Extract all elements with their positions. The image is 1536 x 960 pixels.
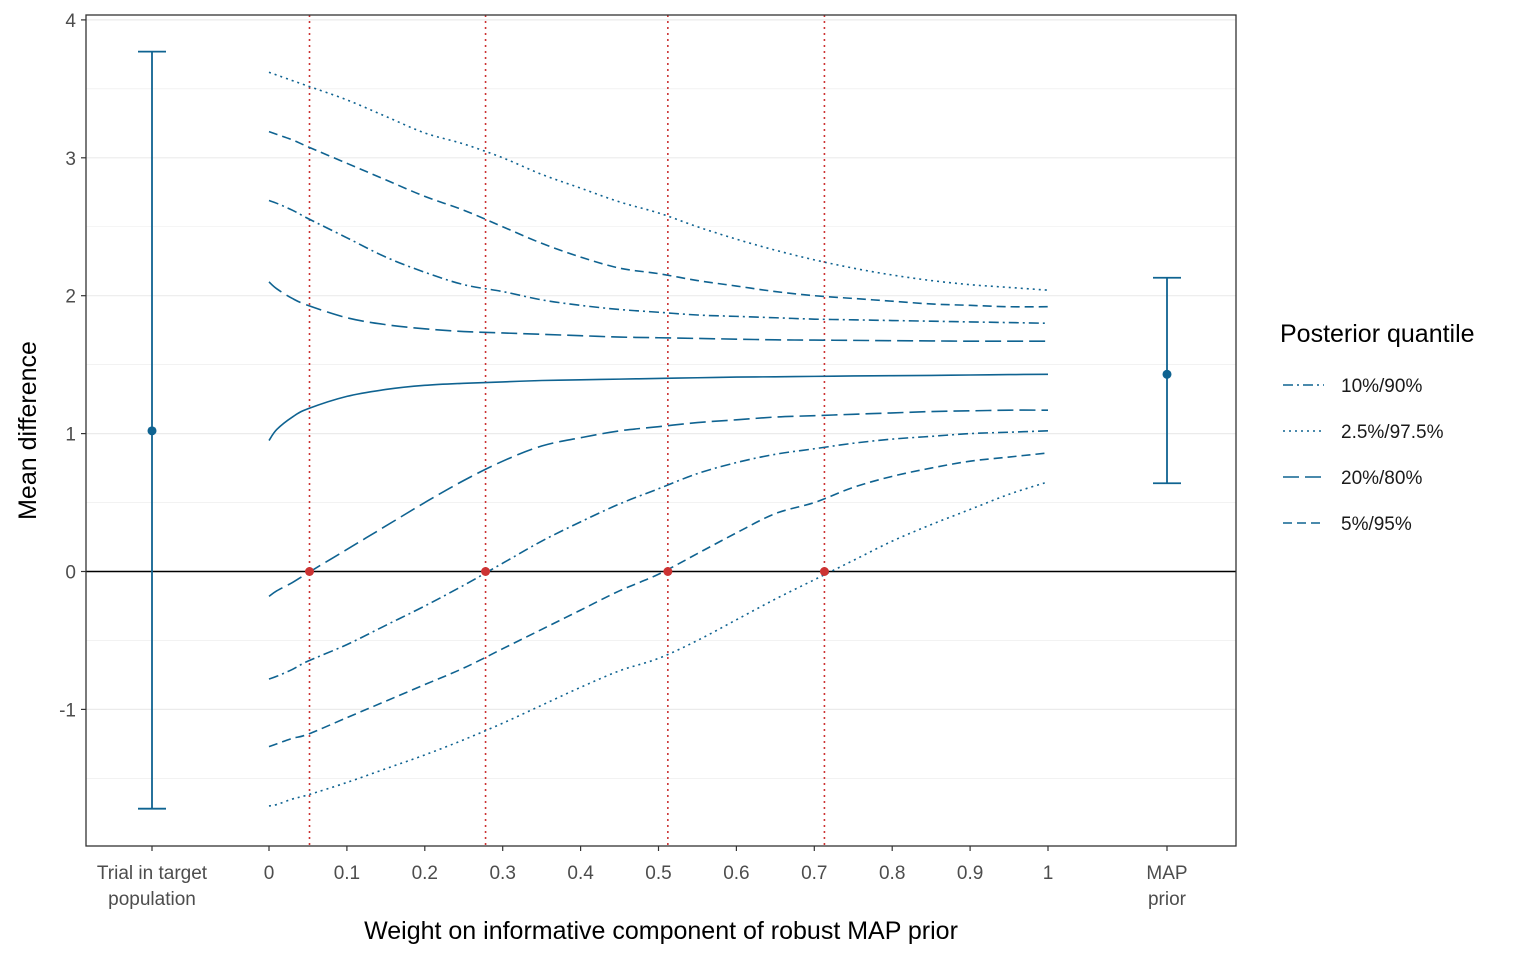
legend-entry-label: 20%/80% (1341, 468, 1422, 489)
y-tick-label: 3 (65, 149, 76, 170)
legend-title: Posterior quantile (1280, 320, 1475, 348)
x-tick-label: 1 (1043, 863, 1054, 884)
legend-entry-label: 10%/90% (1341, 376, 1422, 397)
y-tick-label: 4 (65, 11, 76, 32)
series-line-10pct-90pct-5 (268, 199, 1049, 325)
grid-lines (86, 19, 1236, 779)
series-line-2p5pct-97p5pct-1 (268, 71, 1049, 291)
error-bar-right (1153, 276, 1181, 485)
crossing-points (305, 567, 829, 576)
error-bars (138, 50, 1181, 810)
series-line-20pct-80pct-8 (268, 409, 1049, 597)
side-category-label-right: MAP (1146, 863, 1187, 884)
crossing-point (481, 567, 491, 576)
legend: Posterior quantile 10%/90% 2.5%/97.5% 20%/… (1280, 320, 1475, 535)
x-axis-title: Weight on informative component of robus… (364, 917, 958, 945)
x-tick-label: 0.1 (334, 863, 360, 884)
crossing-point (819, 567, 829, 576)
series-line-2p5pct-97p5pct-2 (268, 481, 1049, 807)
error-bar-left (138, 50, 166, 810)
error-bar-estimate-point (147, 426, 157, 436)
y-tick-label: 0 (65, 563, 76, 584)
y-tick-label: 2 (65, 287, 76, 308)
x-tick-label: 0.7 (801, 863, 827, 884)
x-tick-label: 0.2 (412, 863, 438, 884)
error-bar-estimate-point (1162, 369, 1172, 379)
crossing-point (663, 567, 673, 576)
legend-entries: 10%/90% 2.5%/97.5% 20%/80% 5%/95% (1283, 376, 1444, 535)
x-tick-label: 0.9 (957, 863, 983, 884)
legend-entry-label: 2.5%/97.5% (1341, 422, 1444, 443)
x-tick-label: 0 (264, 863, 275, 884)
x-tick-label: 0.8 (879, 863, 905, 884)
legend-entry-label: 5%/95% (1341, 514, 1412, 535)
x-axis-ticks: 0 0.1 0.2 0.3 0.4 0.5 0.6 0.7 0.8 0.9 1 (151, 846, 1168, 884)
series-line-10pct-90pct-6 (268, 430, 1049, 680)
series-line-20pct-80pct-7 (268, 281, 1048, 343)
quantile-series-lines (268, 71, 1049, 807)
x-tick-label: 0.5 (645, 863, 671, 884)
y-axis-ticks: -1 0 1 2 3 4 (59, 11, 86, 721)
crossing-vertical-lines (308, 15, 826, 846)
series-line-median-0 (268, 373, 1049, 441)
crossing-point (305, 567, 315, 576)
side-category-label-right: prior (1148, 889, 1187, 910)
x-tick-label: 0.4 (567, 863, 594, 884)
x-tick-label: 0.3 (489, 863, 515, 884)
y-tick-label: -1 (59, 700, 76, 721)
side-category-label-left: Trial in target (97, 863, 208, 884)
series-line-5pct-95pct-4 (268, 452, 1049, 748)
side-category-label-left: population (108, 889, 196, 910)
y-tick-label: 1 (65, 425, 76, 446)
y-axis-title: Mean difference (14, 341, 42, 520)
series-line-5pct-95pct-3 (268, 130, 1049, 308)
x-tick-label: 0.6 (723, 863, 749, 884)
side-category-labels: Trial in target population MAP prior (97, 863, 1188, 910)
plot-panel-border (85, 14, 1237, 847)
